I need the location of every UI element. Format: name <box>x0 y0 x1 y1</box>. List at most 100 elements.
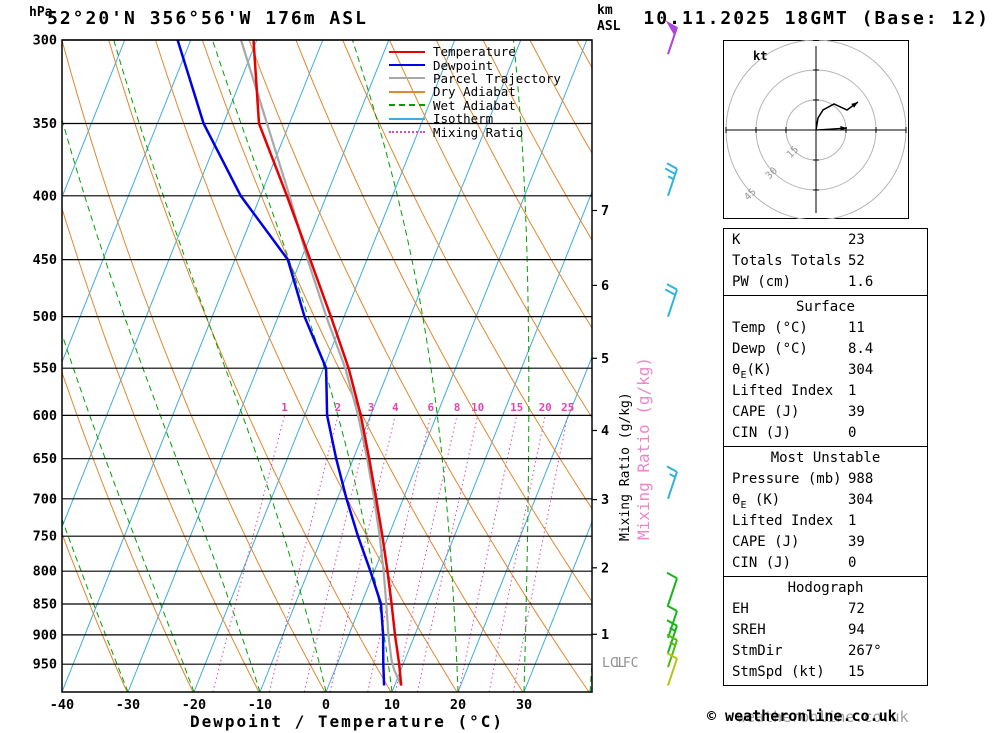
table-row-label: CIN (J) <box>732 555 792 571</box>
hodograph-ring-label: 15 <box>785 144 801 160</box>
legend-item-label: Temperature <box>433 44 516 60</box>
legend-item: Dewpoint <box>389 57 561 73</box>
table-row-value: 267° <box>848 643 882 659</box>
table-row: Lifted Index 1 <box>724 381 927 402</box>
legend-item: Wet Adiabat <box>389 98 561 113</box>
temp-tick-label: 20 <box>450 697 466 713</box>
table-row-label: θE (K) <box>732 492 781 511</box>
pressure-tick-label: 450 <box>33 252 57 268</box>
table-row: PW (cm) 1.6 <box>724 272 927 293</box>
table-row-label: EH <box>732 601 749 617</box>
watermark: weatheronline.co.uk <box>737 708 909 726</box>
legend-item-label: Dewpoint <box>433 57 494 73</box>
table-row: Pressure (mb) 988 <box>724 469 927 490</box>
table-row: SREH 94 <box>724 620 927 641</box>
table-row: CIN (J) 0 <box>724 423 927 444</box>
sounding-profiles <box>176 40 403 686</box>
wind-barb <box>666 465 678 500</box>
table-row-value: 0 <box>848 425 857 441</box>
pressure-axis-unit: hPa <box>29 5 53 20</box>
mixing-ratio-value-label: 1 <box>281 401 288 414</box>
pressure-tick-label: 800 <box>33 564 57 580</box>
legend-item-label: Mixing Ratio <box>433 124 524 140</box>
temp-tick-label: 0 <box>322 697 330 713</box>
table-row-label: Lifted Index <box>732 383 834 399</box>
table-row: StmDir 267° <box>724 641 927 662</box>
table-row-label: Dewp (°C) <box>732 341 808 357</box>
table-row-value: 1 <box>848 383 857 399</box>
pressure-tick-label: 700 <box>33 491 57 507</box>
km-tick-label: 2 <box>601 560 609 576</box>
table-row-label: SREH <box>732 622 766 638</box>
pressure-tick-label: 400 <box>33 188 57 204</box>
table-section-header: Most Unstable <box>770 450 881 466</box>
mixing-ratio-axis-label-pink: Mixing Ratio (g/kg) <box>634 356 653 540</box>
table-section: Hodograph EH 72 SREH 94 StmDir 267° StmSpd (kt)… <box>723 576 928 686</box>
kt-label: kt <box>753 49 767 63</box>
wind-barb <box>666 604 678 639</box>
legend-line-sample <box>389 90 425 93</box>
pressure-tick-label: 950 <box>33 657 57 673</box>
wind-barb <box>666 571 678 606</box>
temp-tick-label: 30 <box>516 697 532 713</box>
mixing-ratio-value-label: 2 <box>335 401 342 414</box>
mixing-ratio-value-label: 4 <box>392 401 399 414</box>
plot-border <box>61 39 593 693</box>
temp-tick-label: -10 <box>248 697 272 713</box>
run-date: 10.11.2025 18GMT (Base: 12) <box>643 8 990 29</box>
height-axis-unit-asl: ASL <box>597 19 621 34</box>
page-title: 52°20'N 356°56'W 176m ASL <box>47 8 368 29</box>
wind-barb <box>664 162 678 197</box>
mixing-ratio-value-label: 10 <box>471 401 484 414</box>
table-row-value: 15 <box>848 664 865 680</box>
pressure-tick-label: 350 <box>33 116 57 132</box>
legend-item-label: Parcel Trajectory <box>433 70 561 86</box>
pressure-tick-label: 850 <box>33 597 57 613</box>
legend-line-sample <box>389 131 425 134</box>
legend-item: Mixing Ratio <box>389 124 561 140</box>
hodograph-trace <box>815 101 859 131</box>
legend: Temperature Dewpoint Parcel Trajectory Dry … <box>389 44 561 140</box>
hodograph-ring-label: 45 <box>742 187 758 203</box>
table-row-value: 11 <box>848 320 865 336</box>
legend-line-sample <box>389 50 425 53</box>
mixing-ratio-value-label: 15 <box>510 401 523 414</box>
pressure-tick-label: 600 <box>33 408 57 424</box>
km-tick-label: 7 <box>601 203 609 219</box>
hodograph: 15 30 45 kt <box>723 40 909 219</box>
legend-item: Temperature <box>389 44 561 60</box>
pressure-tick-label: 750 <box>33 529 57 545</box>
mixing-ratio-value-label: 20 <box>539 401 552 414</box>
table-row-value: 8.4 <box>848 341 874 357</box>
table-row-label: Totals Totals <box>732 253 842 269</box>
table-row: Lifted Index 1 <box>724 511 927 532</box>
mixing-ratio-value-label: 8 <box>454 401 461 414</box>
table-section-header: Hodograph <box>787 580 864 596</box>
table-row-label: StmDir <box>732 643 783 659</box>
table-row-label: CIN (J) <box>732 425 792 441</box>
table-row-label: θE(K) <box>732 362 772 381</box>
wind-barb <box>666 633 678 668</box>
table-row-value: 304 <box>848 362 874 378</box>
x-axis-title: Dewpoint / Temperature (°C) <box>189 712 505 731</box>
temp-tick-label: -40 <box>50 697 74 713</box>
table-row-value: 72 <box>848 601 865 617</box>
table-row: CAPE (J) 39 <box>724 402 927 423</box>
hodograph-ring-label: 30 <box>764 165 780 181</box>
mixing-ratio-axis-label: Mixing Ratio (g/kg) <box>618 392 633 541</box>
table-row: θE(K) 304 <box>724 360 927 381</box>
table-section: K 23 Totals Totals 52 PW (cm) 1.6 <box>723 228 928 296</box>
km-tick-label: 3 <box>601 492 609 508</box>
lfc-marker: LFC <box>615 656 638 671</box>
temp-tick-label: -20 <box>182 697 206 713</box>
pressure-tick-label: 550 <box>33 361 57 377</box>
table-row: EH 72 <box>724 599 927 620</box>
table-row-label: Lifted Index <box>732 513 834 529</box>
table-row-label: K <box>732 232 741 248</box>
height-axis-unit: km ASL <box>597 3 620 35</box>
legend-line-sample <box>389 104 425 107</box>
legend-item-label: Isotherm <box>433 111 494 127</box>
temp-tick-label: 10 <box>384 697 400 713</box>
table-row-label: Temp (°C) <box>732 320 808 336</box>
table-row-value: 1.6 <box>848 274 874 290</box>
